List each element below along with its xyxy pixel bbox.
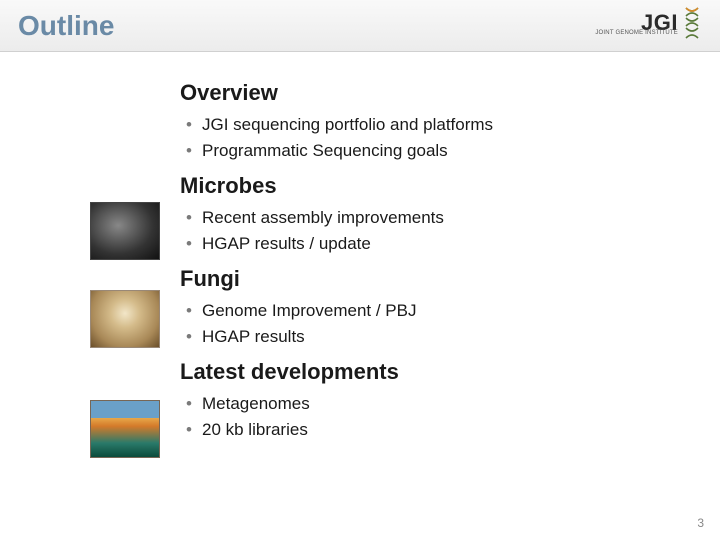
slide: Outline JGI JOINT GENOME INSTITUTE Overv… <box>0 0 720 540</box>
bullet-list-fungi: Genome Improvement / PBJ HGAP results <box>186 298 680 349</box>
slide-title: Outline <box>18 10 114 42</box>
section-heading-latest: Latest developments <box>180 359 680 385</box>
section-heading-microbes: Microbes <box>180 173 680 199</box>
page-number: 3 <box>697 516 704 530</box>
bullet-item: Genome Improvement / PBJ <box>186 298 680 324</box>
bullet-item: 20 kb libraries <box>186 417 680 443</box>
hotspring-thumbnail <box>90 400 160 458</box>
microbes-thumbnail <box>90 202 160 260</box>
bullet-item: Metagenomes <box>186 391 680 417</box>
logo-subtext: JOINT GENOME INSTITUTE <box>595 30 678 36</box>
bullet-list-microbes: Recent assembly improvements HGAP result… <box>186 205 680 256</box>
bullet-list-overview: JGI sequencing portfolio and platforms P… <box>186 112 680 163</box>
bullet-item: HGAP results / update <box>186 231 680 257</box>
bullet-item: Recent assembly improvements <box>186 205 680 231</box>
dna-helix-icon <box>682 6 702 40</box>
bullet-list-latest: Metagenomes 20 kb libraries <box>186 391 680 442</box>
section-heading-overview: Overview <box>180 80 680 106</box>
bullet-item: HGAP results <box>186 324 680 350</box>
header-bar: Outline JGI JOINT GENOME INSTITUTE <box>0 0 720 52</box>
bullet-item: Programmatic Sequencing goals <box>186 138 680 164</box>
section-heading-fungi: Fungi <box>180 266 680 292</box>
content-area: Overview JGI sequencing portfolio and pl… <box>180 80 680 452</box>
bullet-item: JGI sequencing portfolio and platforms <box>186 112 680 138</box>
fungi-thumbnail <box>90 290 160 348</box>
